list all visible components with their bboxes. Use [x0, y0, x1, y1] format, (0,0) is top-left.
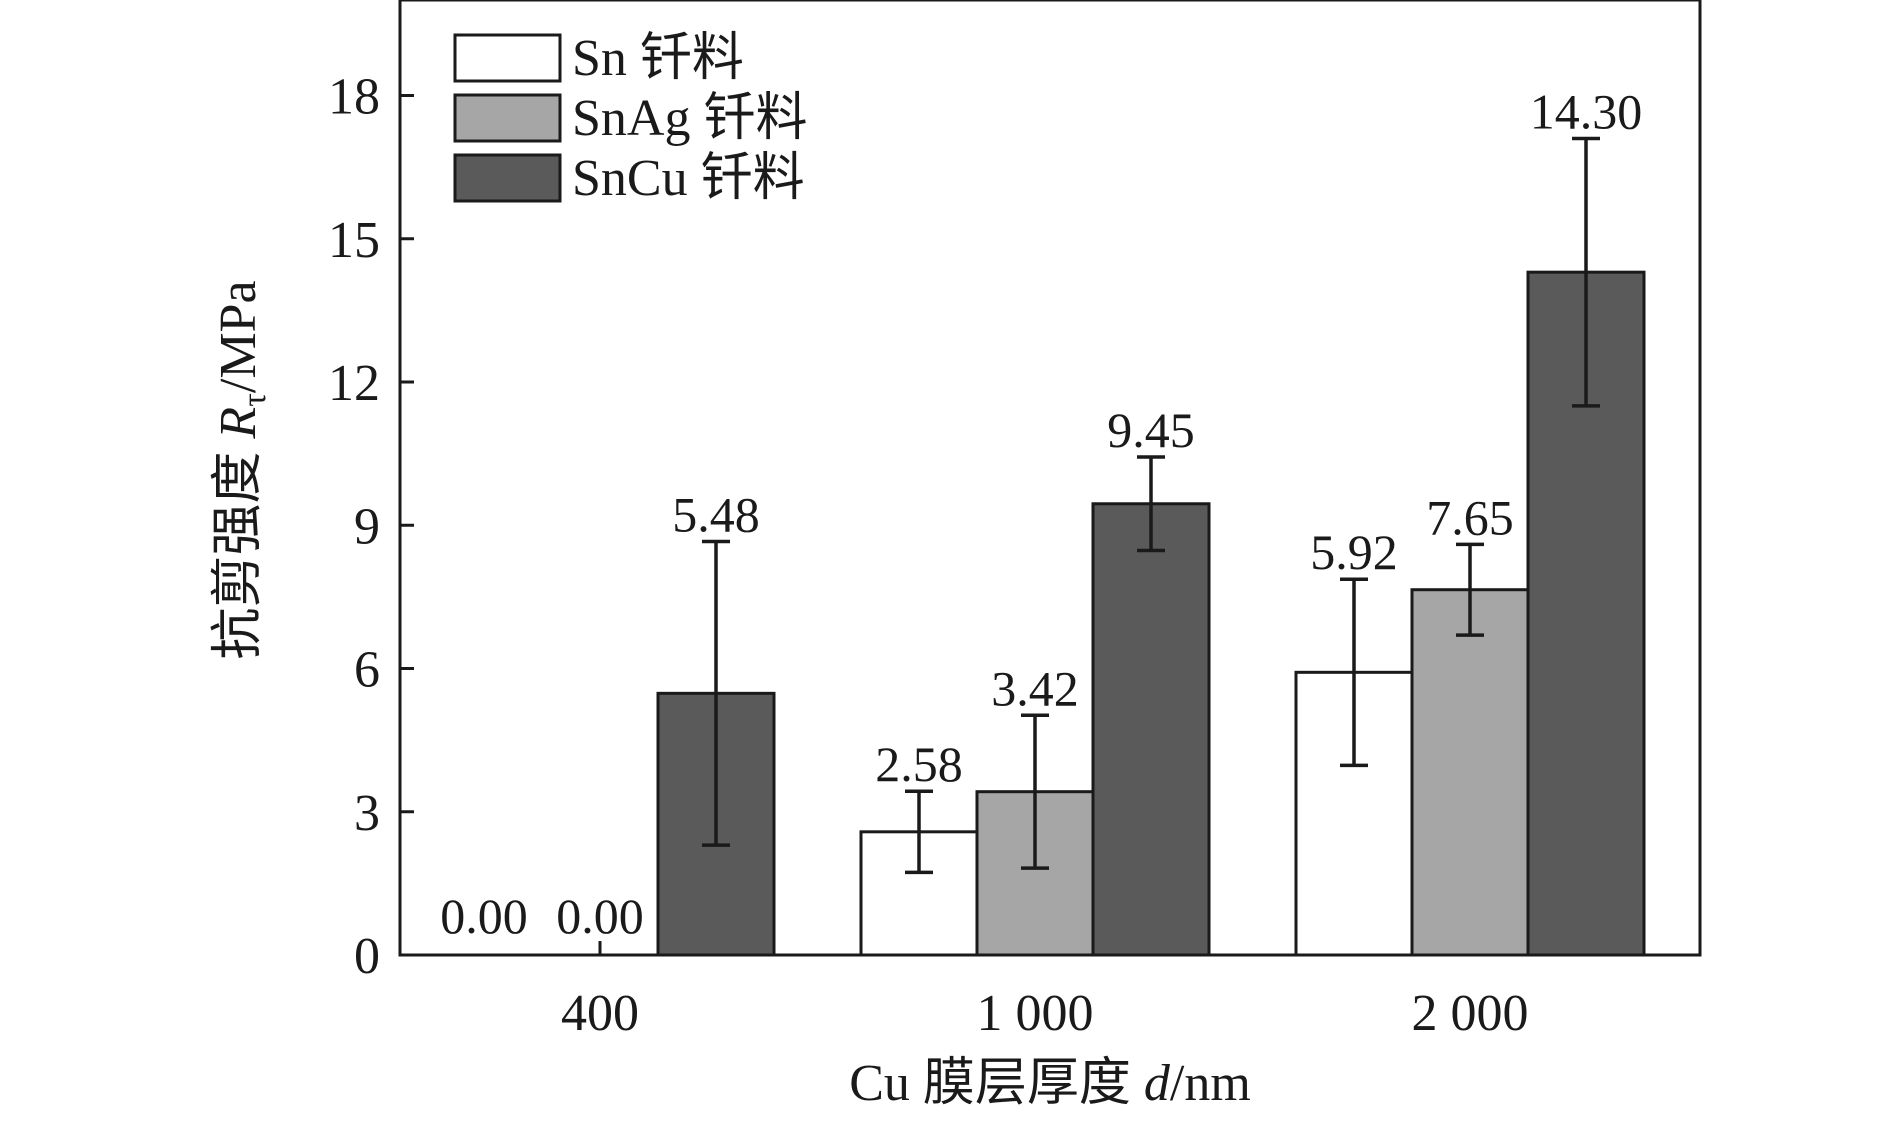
data-label: 5.48: [672, 486, 760, 542]
x-tick-label: 400: [561, 985, 639, 1042]
y-tick-label: 9: [354, 498, 380, 555]
y-tick-label: 3: [354, 785, 380, 842]
data-label: 0.00: [440, 888, 528, 944]
bar: [1091, 502, 1211, 957]
bar: [1410, 588, 1530, 957]
legend-swatch: [453, 33, 562, 83]
data-label: 7.65: [1426, 489, 1514, 545]
x-tick-label: 2 000: [1412, 985, 1529, 1042]
plot-frame: [398, 0, 1702, 957]
data-label: 5.92: [1310, 524, 1398, 580]
y-tick-label: 0: [354, 928, 380, 985]
bar-layer: [656, 270, 1646, 957]
data-label: 2.58: [875, 736, 963, 792]
legend-label: SnCu 钎料: [572, 150, 805, 207]
x-axis-title: Cu 膜层厚度 d/nm: [849, 1055, 1251, 1112]
legend-label: SnAg 钎料: [572, 90, 807, 147]
y-tick-label: 18: [328, 69, 380, 126]
y-tick-label: 6: [354, 642, 380, 699]
tick-layer: 0 3 6 9 12 15 18 400 1 000 2 000: [328, 69, 1529, 1043]
x-tick-label: 1 000: [977, 985, 1094, 1042]
y-axis-title: 抗剪强度 Rτ/MPa: [210, 280, 273, 659]
legend-label: Sn 钎料: [572, 30, 744, 87]
data-label-layer: 0.00 0.00 5.48 2.58 3.42 9.45 5.92 7.65 14.30: [440, 83, 1642, 944]
data-label: 3.42: [991, 660, 1079, 716]
data-label: 0.00: [556, 888, 644, 944]
legend-swatch: [453, 153, 562, 203]
legend-swatch: [453, 93, 562, 143]
data-label: 14.30: [1530, 83, 1643, 139]
data-label: 9.45: [1107, 402, 1195, 458]
error-bar-layer: [702, 136, 1600, 875]
y-tick-label: 12: [328, 355, 380, 412]
y-tick-label: 15: [328, 212, 380, 269]
